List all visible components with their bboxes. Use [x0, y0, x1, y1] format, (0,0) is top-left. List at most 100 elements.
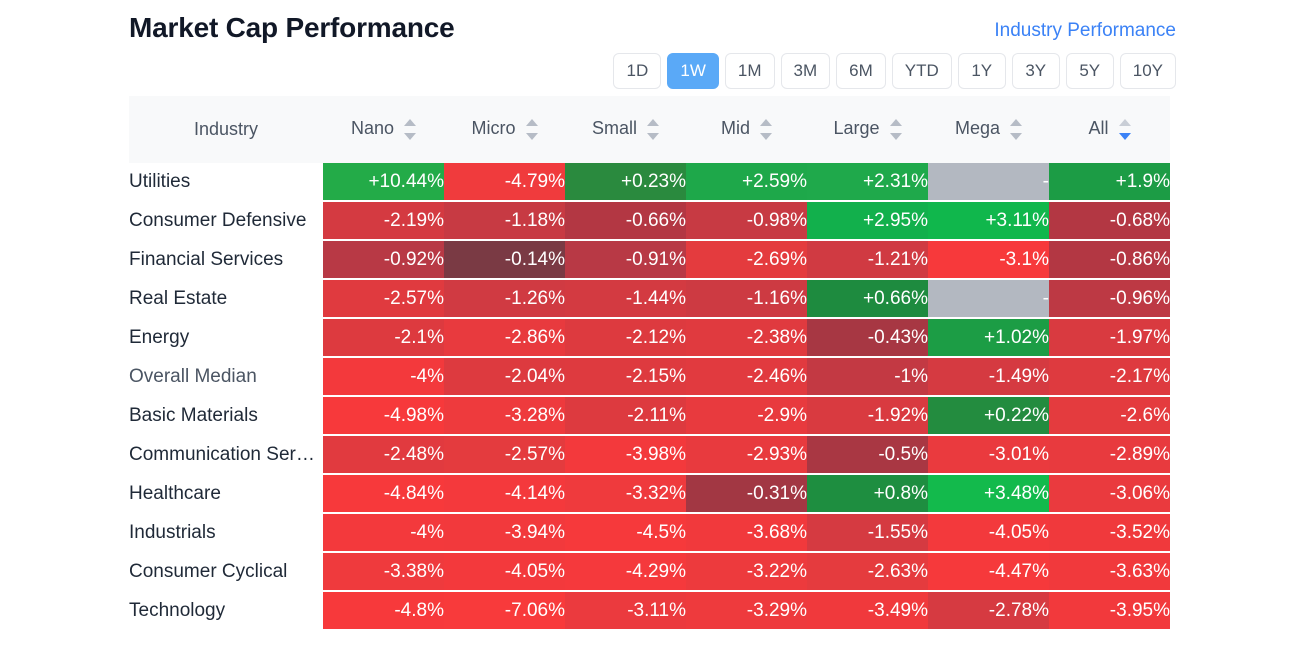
- table-body: Utilities +10.44% -4.79% +0.23% +2.59% +2.31%…: [129, 163, 1170, 631]
- performance-cell-mega: -4.05%: [928, 513, 1049, 553]
- performance-cell-mid: -3.22%: [686, 552, 807, 592]
- industry-name[interactable]: Energy: [129, 318, 323, 358]
- period-tab-1m[interactable]: 1M: [724, 53, 775, 89]
- column-header-mid[interactable]: Mid: [686, 96, 807, 163]
- performance-cell-nano: +10.44%: [323, 163, 444, 202]
- period-tab-1w[interactable]: 1W: [667, 53, 719, 89]
- industry-name[interactable]: Real Estate: [129, 279, 323, 319]
- period-tab-6m[interactable]: 6M: [836, 53, 886, 89]
- sort-icon[interactable]: [404, 118, 417, 141]
- column-header-nano[interactable]: Nano: [323, 96, 444, 163]
- performance-cell-mega: -2.78%: [928, 591, 1049, 631]
- column-header-all[interactable]: All: [1049, 96, 1170, 163]
- sort-descending-icon[interactable]: [1118, 118, 1131, 141]
- industry-name[interactable]: Overall Median: [129, 357, 323, 397]
- sort-icon[interactable]: [1010, 118, 1023, 141]
- performance-cell-all: -2.89%: [1049, 435, 1170, 475]
- performance-cell-small: -2.11%: [565, 396, 686, 436]
- period-tab-3y[interactable]: 3Y: [1011, 53, 1060, 89]
- performance-cell-small: -1.44%: [565, 279, 686, 319]
- industry-name[interactable]: Utilities: [129, 163, 323, 202]
- performance-cell-mid: -0.98%: [686, 201, 807, 241]
- performance-cell-mega: -4.47%: [928, 552, 1049, 592]
- table-row[interactable]: Real Estate -2.57% -1.26% -1.44% -1.16% +0.66…: [129, 279, 1170, 319]
- period-tab-1y[interactable]: 1Y: [957, 53, 1006, 89]
- table-row[interactable]: Industrials -4% -3.94% -4.5% -3.68% -1.55% -4.…: [129, 513, 1170, 553]
- period-tabs: 1D 1W 1M 3M 6M YTD 1Y 3Y 5Y 10Y: [613, 53, 1176, 89]
- column-header-mega[interactable]: Mega: [928, 96, 1049, 163]
- industry-name[interactable]: Industrials: [129, 513, 323, 553]
- table-row[interactable]: Communication Services -2.48% -2.57% -3.98%…: [129, 435, 1170, 475]
- column-header-label: Small: [591, 118, 637, 139]
- performance-cell-nano: -2.48%: [323, 435, 444, 475]
- table-row[interactable]: Energy -2.1% -2.86% -2.12% -2.38% -0.43% +1.02…: [129, 318, 1170, 358]
- performance-cell-large: -2.63%: [807, 552, 928, 592]
- performance-cell-large: +2.95%: [807, 201, 928, 241]
- column-header-label: All: [1088, 118, 1109, 139]
- table-row[interactable]: Healthcare -4.84% -4.14% -3.32% -0.31% +0.8% +…: [129, 474, 1170, 514]
- performance-cell-all: -3.52%: [1049, 513, 1170, 553]
- performance-cell-mega: +3.48%: [928, 474, 1049, 514]
- performance-cell-large: -1.55%: [807, 513, 928, 553]
- period-tab-10y[interactable]: 10Y: [1119, 53, 1176, 89]
- industry-name[interactable]: Consumer Cyclical: [129, 552, 323, 592]
- industry-name[interactable]: Consumer Defensive: [129, 201, 323, 241]
- performance-cell-mega: +3.11%: [928, 201, 1049, 241]
- performance-cell-micro: -4.14%: [444, 474, 565, 514]
- industry-name[interactable]: Technology: [129, 591, 323, 631]
- table-row[interactable]: Consumer Defensive -2.19% -1.18% -0.66% -0.9…: [129, 201, 1170, 241]
- industry-name[interactable]: Communication Services: [129, 435, 323, 475]
- performance-cell-small: -0.91%: [565, 240, 686, 280]
- performance-cell-large: -1.92%: [807, 396, 928, 436]
- column-header-label: Mid: [720, 118, 750, 139]
- performance-cell-micro: -3.94%: [444, 513, 565, 553]
- sort-icon[interactable]: [889, 118, 902, 141]
- performance-cell-small: -3.11%: [565, 591, 686, 631]
- performance-cell-all: -0.68%: [1049, 201, 1170, 241]
- sort-icon[interactable]: [760, 118, 772, 141]
- industry-name[interactable]: Healthcare: [129, 474, 323, 514]
- table-row[interactable]: Consumer Cyclical -3.38% -4.05% -4.29% -3.22…: [129, 552, 1170, 592]
- performance-cell-all: +1.9%: [1049, 163, 1170, 202]
- column-header-industry[interactable]: Industry: [129, 96, 323, 163]
- performance-cell-large: -0.43%: [807, 318, 928, 358]
- performance-cell-mid: -1.16%: [686, 279, 807, 319]
- performance-cell-micro: -7.06%: [444, 591, 565, 631]
- column-header-large[interactable]: Large: [807, 96, 928, 163]
- period-tab-3m[interactable]: 3M: [780, 53, 831, 89]
- period-tab-5y[interactable]: 5Y: [1065, 53, 1114, 89]
- performance-cell-all: -3.95%: [1049, 591, 1170, 631]
- performance-cell-mid: -3.29%: [686, 591, 807, 631]
- performance-cell-micro: -1.26%: [444, 279, 565, 319]
- table-row[interactable]: Financial Services -0.92% -0.14% -0.91% -2.6…: [129, 240, 1170, 280]
- performance-cell-all: -0.86%: [1049, 240, 1170, 280]
- table-row[interactable]: Basic Materials -4.98% -3.28% -2.11% -2.9% -1…: [129, 396, 1170, 436]
- column-header-micro[interactable]: Micro: [444, 96, 565, 163]
- column-header-label: Mega: [954, 118, 1001, 139]
- column-header-small[interactable]: Small: [565, 96, 686, 163]
- performance-cell-all: -3.63%: [1049, 552, 1170, 592]
- table-row[interactable]: Overall Median -4% -2.04% -2.15% -2.46% -1% -1…: [129, 357, 1170, 397]
- performance-cell-small: -3.98%: [565, 435, 686, 475]
- performance-cell-nano: -0.92%: [323, 240, 444, 280]
- performance-cell-micro: -2.57%: [444, 435, 565, 475]
- table-row[interactable]: Utilities +10.44% -4.79% +0.23% +2.59% +2.31%…: [129, 163, 1170, 202]
- performance-cell-large: +2.31%: [807, 163, 928, 202]
- performance-cell-all: -1.97%: [1049, 318, 1170, 358]
- performance-cell-large: -1%: [807, 357, 928, 397]
- industry-name[interactable]: Financial Services: [129, 240, 323, 280]
- performance-cell-small: -3.32%: [565, 474, 686, 514]
- performance-cell-mega: -3.01%: [928, 435, 1049, 475]
- period-tab-ytd[interactable]: YTD: [891, 53, 952, 89]
- performance-cell-nano: -2.19%: [323, 201, 444, 241]
- performance-cell-mid: -2.9%: [686, 396, 807, 436]
- period-tab-1d[interactable]: 1D: [613, 53, 662, 89]
- performance-cell-mega: -: [928, 163, 1049, 202]
- industry-performance-link[interactable]: Industry Performance: [994, 20, 1176, 41]
- table-row[interactable]: Technology -4.8% -7.06% -3.11% -3.29% -3.49% -…: [129, 591, 1170, 631]
- industry-name[interactable]: Basic Materials: [129, 396, 323, 436]
- sort-icon[interactable]: [647, 118, 659, 141]
- sort-icon[interactable]: [525, 118, 538, 141]
- performance-cell-small: -4.5%: [565, 513, 686, 553]
- performance-cell-large: -1.21%: [807, 240, 928, 280]
